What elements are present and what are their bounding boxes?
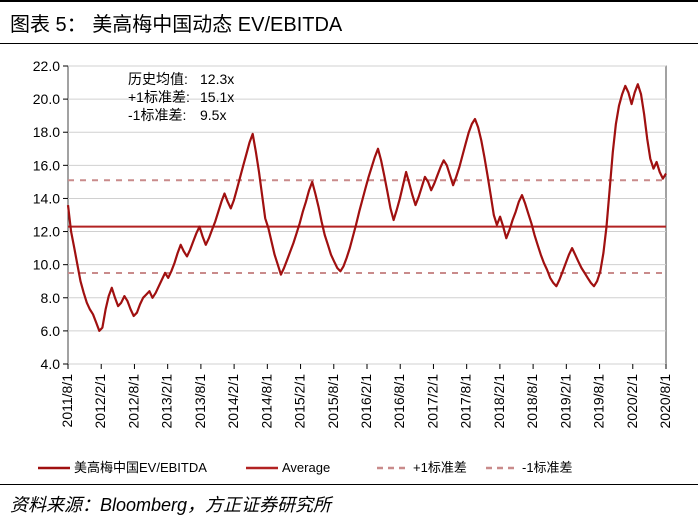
svg-text:9.5x: 9.5x [200,107,226,123]
svg-text:2016/2/1: 2016/2/1 [358,374,374,429]
svg-text:2013/2/1: 2013/2/1 [159,374,175,429]
svg-text:-1标准差:: -1标准差: [128,107,186,123]
svg-text:18.0: 18.0 [33,124,60,140]
svg-text:14.0: 14.0 [33,190,60,206]
svg-text:Average: Average [282,460,330,475]
figure-title: 图表 5： 美高梅中国动态 EV/EBITDA [0,0,698,44]
svg-text:2020/2/1: 2020/2/1 [624,374,640,429]
svg-text:2012/2/1: 2012/2/1 [92,374,108,429]
svg-text:2017/2/1: 2017/2/1 [424,374,440,429]
svg-text:4.0: 4.0 [41,356,61,372]
svg-text:2015/2/1: 2015/2/1 [292,374,308,429]
svg-text:+1标准差: +1标准差 [413,460,467,475]
svg-text:2019/2/1: 2019/2/1 [557,374,573,429]
svg-text:6.0: 6.0 [41,323,61,339]
chart-area: 4.0 6.0 8.0 10.0 12.0 14.0 16.0 18.0 20.0 22.0 201… [0,44,698,484]
svg-text:2018/2/1: 2018/2/1 [491,374,507,429]
svg-text:2011/8/1: 2011/8/1 [59,374,75,428]
svg-text:2014/8/1: 2014/8/1 [258,374,274,429]
svg-text:2015/8/1: 2015/8/1 [325,374,341,429]
figure-source: 资料来源：Bloomberg，方正证券研究所 [0,484,698,523]
svg-text:2014/2/1: 2014/2/1 [225,374,241,429]
figure-container: 图表 5： 美高梅中国动态 EV/EBITDA 4.0 6.0 8.0 10.0 12.… [0,0,698,523]
svg-text:15.1x: 15.1x [200,89,234,105]
svg-text:2013/8/1: 2013/8/1 [192,374,208,429]
svg-text:10.0: 10.0 [33,257,60,273]
svg-text:2020/8/1: 2020/8/1 [657,374,673,429]
svg-text:美高梅中国EV/EBITDA: 美高梅中国EV/EBITDA [74,460,207,475]
svg-text:22.0: 22.0 [33,58,60,74]
svg-text:2017/8/1: 2017/8/1 [458,374,474,429]
svg-text:2016/8/1: 2016/8/1 [391,374,407,429]
svg-text:20.0: 20.0 [33,91,60,107]
chart-svg: 4.0 6.0 8.0 10.0 12.0 14.0 16.0 18.0 20.0 22.0 201… [20,54,678,484]
svg-text:16.0: 16.0 [33,157,60,173]
svg-text:2019/8/1: 2019/8/1 [591,374,607,429]
svg-text:-1标准差: -1标准差 [522,460,573,475]
svg-text:+1标准差:: +1标准差: [128,89,190,105]
svg-text:12.3x: 12.3x [200,71,234,87]
svg-text:历史均值:: 历史均值: [128,71,188,87]
svg-text:12.0: 12.0 [33,224,60,240]
svg-text:2012/8/1: 2012/8/1 [125,374,141,429]
svg-text:8.0: 8.0 [41,290,61,306]
svg-text:2018/8/1: 2018/8/1 [524,374,540,429]
